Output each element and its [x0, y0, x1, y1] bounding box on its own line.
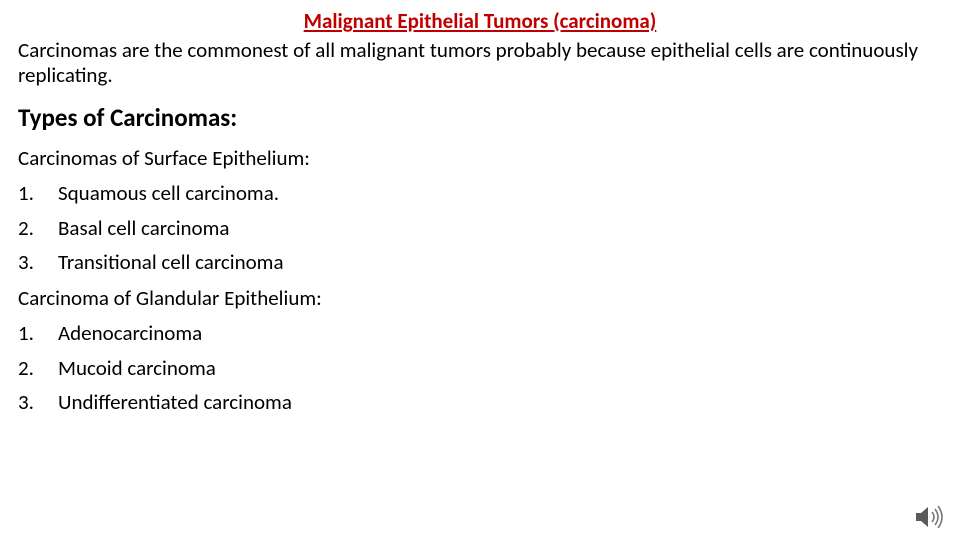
list-item: 2. Basal cell carcinoma [18, 212, 942, 245]
list-item: 3. Transitional cell carcinoma [18, 246, 942, 279]
list-text: Squamous cell carcinoma. [58, 177, 279, 210]
speaker-icon [916, 506, 944, 528]
group2-heading: Carcinoma of Glandular Epithelium: [18, 285, 942, 311]
list-number: 2. [18, 352, 58, 385]
intro-paragraph: Carcinomas are the commonest of all mali… [18, 38, 942, 88]
list-number: 1. [18, 317, 58, 350]
list-text: Mucoid carcinoma [58, 352, 216, 385]
group2-list: 1. Adenocarcinoma 2. Mucoid carcinoma 3.… [18, 317, 942, 419]
list-number: 3. [18, 246, 58, 279]
list-number: 2. [18, 212, 58, 245]
list-item: 3. Undifferentiated carcinoma [18, 386, 942, 419]
list-number: 1. [18, 177, 58, 210]
list-item: 2. Mucoid carcinoma [18, 352, 942, 385]
list-text: Basal cell carcinoma [58, 212, 229, 245]
list-item: 1. Squamous cell carcinoma. [18, 177, 942, 210]
page-title: Malignant Epithelial Tumors (carcinoma) [18, 8, 942, 34]
list-item: 1. Adenocarcinoma [18, 317, 942, 350]
group1-list: 1. Squamous cell carcinoma. 2. Basal cel… [18, 177, 942, 279]
list-text: Adenocarcinoma [58, 317, 202, 350]
group1-heading: Carcinomas of Surface Epithelium: [18, 145, 942, 171]
list-text: Transitional cell carcinoma [58, 246, 284, 279]
list-text: Undifferentiated carcinoma [58, 386, 292, 419]
section-heading: Types of Carcinomas: [18, 102, 942, 133]
list-number: 3. [18, 386, 58, 419]
